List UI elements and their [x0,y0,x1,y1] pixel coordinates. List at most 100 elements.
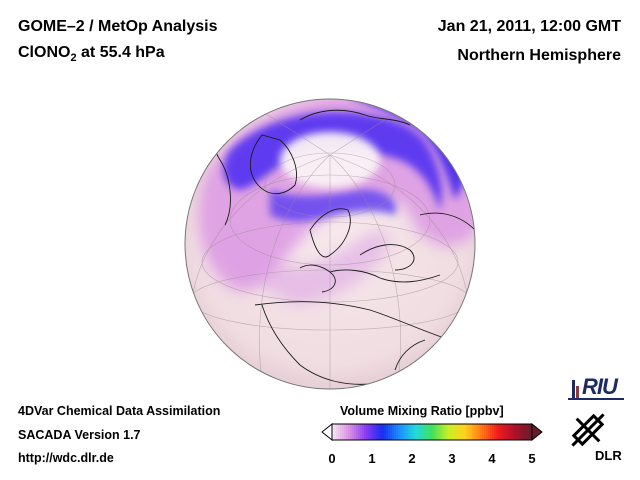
colorbar-segment [488,424,491,440]
colorbar-segment [480,424,483,440]
colorbar-segment [490,424,493,440]
colorbar-title: Volume Mixing Ratio [ppbv] [340,404,504,418]
footer-url[interactable]: http://wdc.dlr.de [18,451,114,465]
colorbar-segment [446,424,449,440]
colorbar-segment [496,424,499,440]
riu-logo-text: RIU [582,374,618,399]
colorbar-segment [482,424,485,440]
colorbar-tick: 1 [368,451,376,466]
title: GOME–2 / MetOp Analysis [18,18,218,35]
colorbar-segment [406,424,409,440]
colorbar-segment [412,424,415,440]
colorbar-segment [432,424,435,440]
colorbar-segment [396,424,399,440]
colorbar-segment [376,424,379,440]
colorbar-segment [502,424,505,440]
colorbar-segment [486,424,489,440]
colorbar-segment [420,424,423,440]
colorbar-segment [362,424,365,440]
colorbar-tick: 0 [328,451,336,466]
colorbar-segment [350,424,353,440]
colorbar-segment [366,424,369,440]
colorbar-segment [408,424,411,440]
colorbar-segment [464,424,467,440]
colorbar-segment [448,424,451,440]
colorbar-segment [358,424,361,440]
colorbar-frame [331,423,533,441]
colorbar-segment [368,424,371,440]
colorbar-segment [522,424,525,440]
colorbar-segment [476,424,479,440]
colorbar-segment [516,424,519,440]
colorbar-segment [380,424,383,440]
colorbar-tick: 3 [448,451,456,466]
colorbar-segment [332,424,335,440]
colorbar-segment [336,424,339,440]
colorbar-segment [404,424,407,440]
colorbar-segment [452,424,455,440]
colorbar-segment [528,424,531,440]
colorbar-segment [340,424,343,440]
colorbar-segment [530,424,533,440]
colorbar-segment [418,424,421,440]
colorbar-segment [460,424,463,440]
vortex-tail [220,231,389,305]
colorbar-segment [374,424,377,440]
colorbar-segment [392,424,395,440]
colorbar-tick: 2 [408,451,416,466]
colorbar-segment [520,424,523,440]
colorbar-segment [458,424,461,440]
colorbar-segment [440,424,443,440]
colorbar-segment [468,424,471,440]
colorbar-segment [400,424,403,440]
colorbar-segment [414,424,417,440]
colorbar-segment [344,424,347,440]
date-label: Jan 21, 2011, 12:00 GMT [437,18,621,35]
colorbar-segment [444,424,447,440]
colorbar-segment [508,424,511,440]
colorbar-segment [390,424,393,440]
colorbar-segment [370,424,373,440]
colorbar-segment [494,424,497,440]
colorbar-segment [524,424,527,440]
colorbar-segment [514,424,517,440]
colorbar-segment [504,424,507,440]
dlr-logo-text: DLR [595,448,622,463]
colorbar-segment [360,424,363,440]
colorbar-segment [394,424,397,440]
colorbar-segment [416,424,419,440]
colorbar-segment [424,424,427,440]
colorbar-segment [354,424,357,440]
footer-version: SACADA Version 1.7 [18,428,141,442]
colorbar-segment [492,424,495,440]
colorbar-segment [398,424,401,440]
colorbar-segment [342,424,345,440]
colorbar-segments [332,424,533,440]
colorbar-segment [402,424,405,440]
colorbar-segment [506,424,509,440]
colorbar-segment [348,424,351,440]
colorbar-tick: 5 [528,451,536,466]
colorbar-segment [472,424,475,440]
colorbar-min-arrow [321,422,333,442]
colorbar-segment [442,424,445,440]
colorbar-segment [346,424,349,440]
riu-logo-mark [568,380,624,400]
colorbar-segment [450,424,453,440]
colorbar-segment [510,424,513,440]
colorbar-segment [426,424,429,440]
species-subscript: 2 [70,52,77,65]
colorbar-segment [438,424,441,440]
colorbar-segment [386,424,389,440]
colorbar-segment [456,424,459,440]
colorbar-segment [364,424,367,440]
colorbar-segment [388,424,391,440]
vortex-ring-west [223,111,442,210]
dlr-logo-mark [571,413,605,447]
colorbar-segment [518,424,521,440]
colorbar-segment [526,424,529,440]
colorbar-segment [436,424,439,440]
colorbar-segment [484,424,487,440]
colorbar-segment [470,424,473,440]
